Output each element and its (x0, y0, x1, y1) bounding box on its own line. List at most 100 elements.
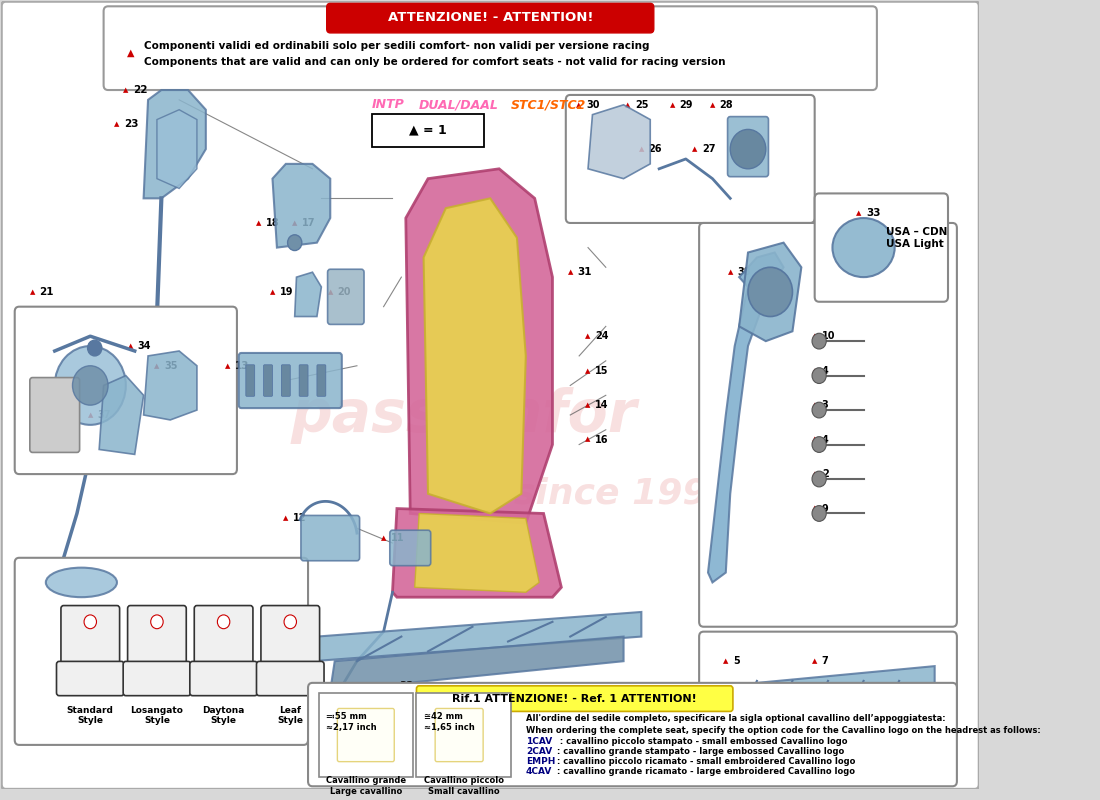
Text: : cavallino grande stampato - large embossed Cavallino logo: : cavallino grande stampato - large embo… (557, 747, 844, 756)
Text: 21: 21 (40, 287, 54, 297)
Text: : cavallino piccolo ricamato - small embroidered Cavallino logo: : cavallino piccolo ricamato - small emb… (557, 757, 856, 766)
FancyBboxPatch shape (195, 606, 253, 669)
Text: 35: 35 (164, 361, 177, 370)
Text: ▲: ▲ (128, 343, 133, 349)
Text: : cavallino grande ricamato - large embroidered Cavallino logo: : cavallino grande ricamato - large embr… (557, 767, 855, 776)
Text: 25: 25 (635, 100, 649, 110)
Polygon shape (708, 253, 783, 582)
FancyBboxPatch shape (389, 530, 431, 566)
Text: 29: 29 (680, 100, 693, 110)
Polygon shape (393, 509, 561, 597)
Text: ▲: ▲ (639, 146, 643, 152)
Text: 4: 4 (822, 434, 828, 445)
Polygon shape (730, 686, 926, 726)
Text: ▲: ▲ (585, 402, 591, 408)
FancyBboxPatch shape (128, 606, 186, 669)
Polygon shape (415, 514, 539, 592)
Circle shape (812, 334, 826, 349)
Polygon shape (157, 110, 197, 189)
Circle shape (88, 340, 102, 356)
Text: ▲: ▲ (292, 220, 297, 226)
Text: Rif.1 ATTENZIONE! - Ref. 1 ATTENTION!: Rif.1 ATTENZIONE! - Ref. 1 ATTENTION! (452, 694, 697, 704)
Text: 2: 2 (822, 469, 828, 479)
Circle shape (84, 615, 97, 629)
FancyBboxPatch shape (417, 693, 510, 778)
FancyBboxPatch shape (239, 353, 342, 408)
FancyBboxPatch shape (299, 365, 308, 396)
Text: ▲: ▲ (568, 270, 573, 275)
Text: 19: 19 (279, 287, 293, 297)
Text: ▲: ▲ (710, 102, 715, 108)
FancyBboxPatch shape (190, 662, 257, 696)
Text: ▲: ▲ (812, 402, 817, 408)
Text: When ordering the complete seat, specify the option code for the Cavallino logo : When ordering the complete seat, specify… (526, 726, 1041, 734)
FancyBboxPatch shape (282, 365, 290, 396)
Text: 26: 26 (649, 144, 662, 154)
Text: 14: 14 (595, 400, 608, 410)
Text: ▲: ▲ (154, 362, 160, 369)
Text: ▲: ▲ (812, 437, 817, 442)
FancyBboxPatch shape (815, 194, 948, 302)
FancyBboxPatch shape (327, 3, 653, 33)
Circle shape (151, 615, 163, 629)
Text: Standard
Style: Standard Style (67, 706, 113, 725)
Text: ATTENZIONE! - ATTENTION!: ATTENZIONE! - ATTENTION! (387, 11, 593, 24)
Circle shape (73, 366, 108, 405)
Text: ▲: ▲ (256, 220, 262, 226)
Text: STC1/STC2: STC1/STC2 (510, 98, 585, 111)
FancyBboxPatch shape (319, 693, 412, 778)
Circle shape (812, 368, 826, 383)
Text: EMPH: EMPH (526, 757, 556, 766)
Ellipse shape (833, 218, 894, 277)
Text: ▲: ▲ (126, 47, 134, 58)
FancyBboxPatch shape (700, 632, 957, 740)
FancyBboxPatch shape (338, 709, 394, 762)
Text: ≕55 mm
≈2,17 inch: ≕55 mm ≈2,17 inch (326, 713, 376, 732)
FancyBboxPatch shape (56, 662, 124, 696)
Text: 5: 5 (733, 656, 739, 666)
Text: Components that are valid and can only be ordered for comfort seats - not valid : Components that are valid and can only b… (144, 58, 725, 67)
FancyBboxPatch shape (301, 515, 360, 561)
Text: DUAL/DAAL: DUAL/DAAL (419, 98, 499, 111)
Text: Cavallino grande
Large cavallino: Cavallino grande Large cavallino (326, 777, 406, 796)
Text: ▲: ▲ (88, 412, 94, 418)
Text: since 1995: since 1995 (515, 477, 733, 510)
FancyBboxPatch shape (700, 223, 957, 626)
Text: 7: 7 (822, 656, 828, 666)
Circle shape (218, 615, 230, 629)
FancyBboxPatch shape (417, 686, 733, 711)
Text: 24: 24 (595, 331, 608, 342)
Text: 15: 15 (595, 366, 608, 376)
Text: 4: 4 (822, 366, 828, 376)
FancyBboxPatch shape (372, 114, 484, 147)
Text: ▲: ▲ (585, 368, 591, 374)
Text: ▲: ▲ (723, 658, 728, 664)
Circle shape (55, 346, 125, 425)
Polygon shape (144, 90, 206, 198)
Circle shape (730, 130, 766, 169)
Text: ≅42 mm
≈1,65 inch: ≅42 mm ≈1,65 inch (424, 713, 474, 732)
Text: 8: 8 (830, 710, 837, 720)
Text: 17: 17 (301, 218, 316, 228)
Text: 37: 37 (98, 410, 111, 420)
Text: INTP: INTP (372, 98, 405, 111)
Circle shape (748, 267, 792, 317)
Text: 10: 10 (822, 331, 835, 342)
Polygon shape (588, 105, 650, 178)
Text: 28: 28 (719, 100, 734, 110)
Circle shape (812, 402, 826, 418)
Circle shape (287, 234, 301, 250)
Text: 12: 12 (293, 514, 307, 523)
Text: 30: 30 (586, 100, 600, 110)
Text: ▲: ▲ (585, 437, 591, 442)
Text: ▲: ▲ (576, 102, 582, 108)
Text: Cavallino piccolo
Small cavallino: Cavallino piccolo Small cavallino (424, 777, 504, 796)
Text: ▲: ▲ (226, 362, 231, 369)
FancyBboxPatch shape (14, 306, 236, 474)
Text: : cavallino piccolo stampato - small embossed Cavallino logo: : cavallino piccolo stampato - small emb… (557, 738, 847, 746)
Text: ▲ = 1: ▲ = 1 (409, 124, 447, 137)
Text: ▲: ▲ (727, 270, 733, 275)
Polygon shape (144, 351, 197, 420)
Text: 9: 9 (822, 503, 828, 514)
Text: 32: 32 (399, 681, 414, 691)
